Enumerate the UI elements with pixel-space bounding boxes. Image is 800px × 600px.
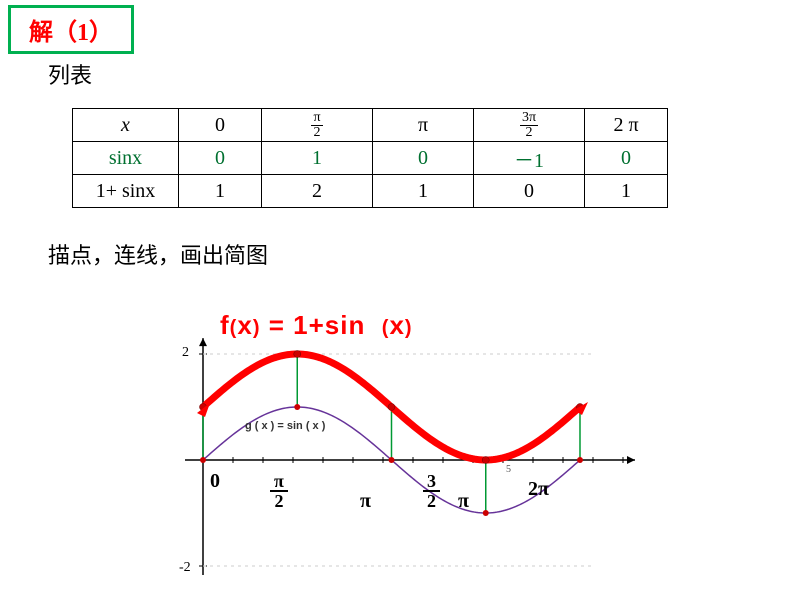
x-label-3pi2: 32 — [423, 472, 440, 513]
cell: 0 — [474, 175, 585, 208]
cell: 2 — [262, 175, 373, 208]
table-row: sinx 0 1 0 －1 0 — [73, 142, 668, 175]
cell: 1 — [262, 142, 373, 175]
cell: 1 — [373, 175, 474, 208]
f-equation-label: f(x) = 1+sin (x) — [220, 310, 413, 341]
x-label-0: 0 — [210, 470, 220, 493]
cell: π2 — [262, 109, 373, 142]
cell: 1 — [585, 175, 668, 208]
cell: 0 — [373, 142, 474, 175]
table-row: 1+ sinx 1 2 1 0 1 — [73, 175, 668, 208]
cell: sinx — [73, 142, 179, 175]
cell: 1 — [179, 175, 262, 208]
cell: 0 — [585, 142, 668, 175]
solution-label: 解（1） — [8, 5, 134, 54]
desc-heading: 描点，连线，画出简图 — [48, 238, 268, 270]
y-label-2: 2 — [182, 345, 189, 361]
cell: 2 π — [585, 109, 668, 142]
cell: 0 — [179, 142, 262, 175]
x-label-pi2: π2 — [270, 472, 288, 513]
x-label-3pi2-pi: π — [458, 490, 469, 513]
svg-text:5: 5 — [506, 464, 511, 475]
cell: 0 — [179, 109, 262, 142]
cell: x — [121, 114, 130, 136]
y-label-neg2: -2 — [179, 560, 191, 576]
value-table: x 0 π2 π 3π2 2 π sinx 0 1 0 －1 0 1+ sinx… — [72, 108, 668, 208]
g-equation-label: g ( x ) = sin ( x ) — [245, 420, 325, 432]
cell: －1 — [474, 142, 585, 175]
x-label-pi: π — [360, 490, 371, 513]
cell: π — [373, 109, 474, 142]
x-label-2pi: 2π — [528, 478, 549, 501]
cell: 3π2 — [474, 109, 585, 142]
table-row: x 0 π2 π 3π2 2 π — [73, 109, 668, 142]
cell: 1+ sinx — [73, 175, 179, 208]
list-heading: 列表 — [48, 58, 92, 90]
